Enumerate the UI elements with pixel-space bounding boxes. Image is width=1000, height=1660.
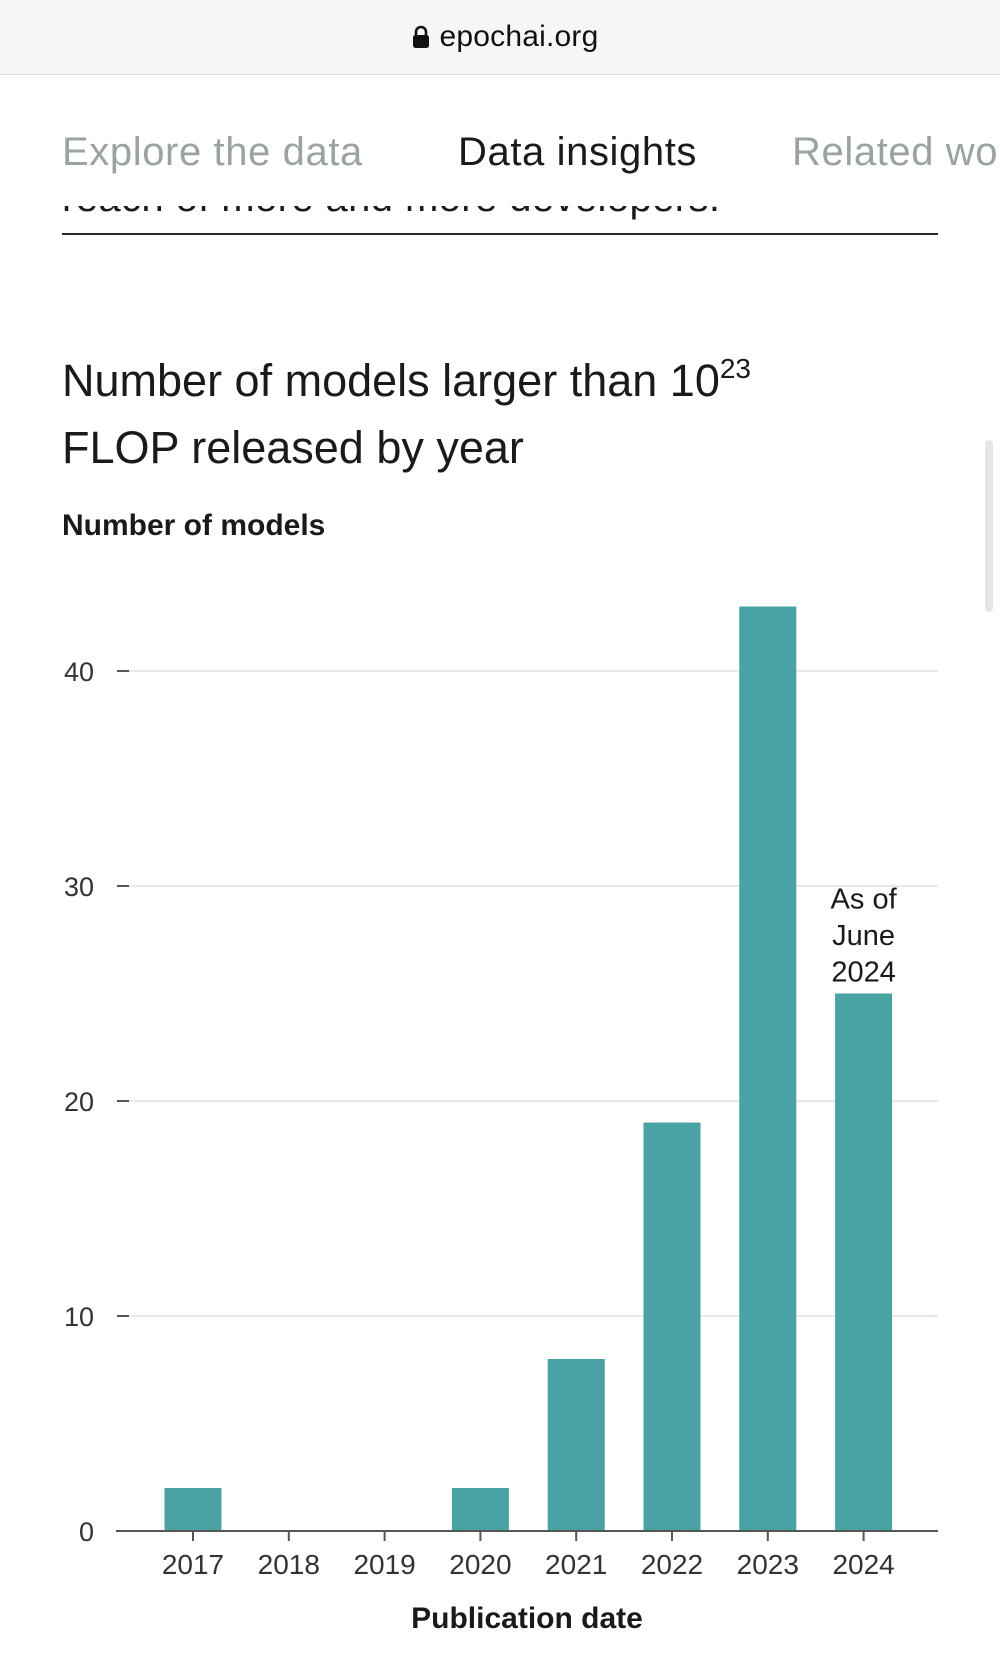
x-tick-label-2020: 2020 [449, 1549, 511, 1580]
chart-title-line2: FLOP released by year [62, 422, 524, 473]
y-tick-label-0: 0 [79, 1517, 94, 1547]
cut-off-paragraph: reach of more and more developers. [62, 206, 942, 234]
tab-data-insights[interactable]: Data insights [458, 130, 698, 174]
section-tabs: Explore the data Data insights Related w… [0, 120, 1000, 190]
tab-explore-the-data[interactable]: Explore the data [62, 130, 363, 174]
x-tick-label-2018: 2018 [258, 1549, 320, 1580]
y-tick-label-10: 10 [64, 1302, 94, 1332]
bar-2017 [164, 1488, 222, 1531]
cut-off-paragraph-text: reach of more and more developers. [62, 206, 720, 221]
x-tick-label-2024: 2024 [832, 1549, 894, 1580]
url-text: epochai.org [439, 20, 599, 53]
annotation-line-1: As of [831, 884, 898, 916]
url-display[interactable]: epochai.org [412, 20, 599, 54]
section-divider [62, 233, 938, 235]
x-tick-label-2022: 2022 [641, 1549, 703, 1580]
chart-title-line1: Number of models larger than 10 [62, 355, 720, 406]
browser-url-bar[interactable]: epochai.org [0, 0, 1000, 75]
bar-2023 [739, 606, 797, 1531]
x-tick-label-2021: 2021 [545, 1549, 607, 1580]
bar-2022 [643, 1122, 701, 1531]
y-tick-label-40: 40 [64, 657, 94, 687]
y-tick-label-30: 30 [64, 872, 94, 902]
x-tick-label-2019: 2019 [353, 1549, 415, 1580]
bar-2020 [451, 1488, 509, 1531]
scrollbar-thumb[interactable] [985, 440, 993, 612]
annotation-line-2: June [832, 920, 895, 952]
y-axis-label: Number of models [62, 509, 325, 542]
y-tick-label-20: 20 [64, 1087, 94, 1117]
bar-2021 [547, 1359, 605, 1531]
x-axis-label: Publication date [411, 1602, 643, 1635]
chart-title: Number of models larger than 1023 FLOP r… [62, 350, 922, 478]
x-tick-label-2017: 2017 [162, 1549, 224, 1580]
x-tick-label-2023: 2023 [737, 1549, 799, 1580]
chart-title-exponent: 23 [719, 353, 751, 384]
lock-icon [412, 25, 429, 48]
annotation-line-3: 2024 [831, 957, 896, 989]
bar-2024 [835, 993, 893, 1531]
tab-related-work[interactable]: Related wo [792, 130, 999, 174]
